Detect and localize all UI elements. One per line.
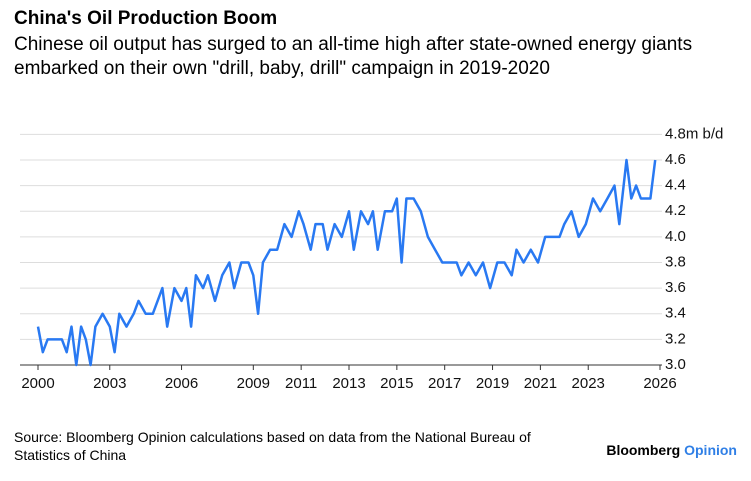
x-tick-label: 2019	[476, 375, 509, 392]
y-tick-label: 4.6	[665, 151, 686, 168]
x-tick-label: 2017	[428, 375, 461, 392]
y-tick-label: 3.2	[665, 330, 686, 347]
y-tick-label: 4.8m b/d	[665, 125, 723, 142]
y-tick-label: 3.8	[665, 253, 686, 270]
data-line	[36, 158, 657, 367]
y-tick-label: 3.4	[665, 305, 686, 322]
x-tick-label: 2006	[165, 375, 198, 392]
y-tick-label: 3.0	[665, 356, 686, 373]
x-tick-label: 2003	[93, 375, 126, 392]
brand: Bloomberg Opinion	[606, 442, 737, 458]
x-tick-label: 2021	[524, 375, 557, 392]
x-tick-label: 2009	[237, 375, 270, 392]
x-tick-label: 2026	[643, 375, 676, 392]
brand-section: Opinion	[684, 442, 737, 458]
x-tick-label: 2013	[332, 375, 365, 392]
x-tick-label: 2011	[285, 375, 317, 392]
y-tick-label: 4.4	[665, 177, 686, 194]
x-tick-label: 2015	[380, 375, 413, 392]
chart-title: China's Oil Production Boom	[14, 8, 278, 29]
brand-name: Bloomberg	[606, 442, 681, 458]
x-tick-label: 2023	[572, 375, 605, 392]
y-tick-label: 4.0	[665, 228, 686, 245]
y-tick-label: 4.2	[665, 202, 686, 219]
x-tick-label: 2000	[21, 375, 54, 392]
y-tick-label: 3.6	[665, 279, 686, 296]
source-note: Source: Bloomberg Opinion calculations b…	[14, 429, 531, 463]
chart-subtitle: Chinese oil output has surged to an all-…	[14, 34, 693, 79]
